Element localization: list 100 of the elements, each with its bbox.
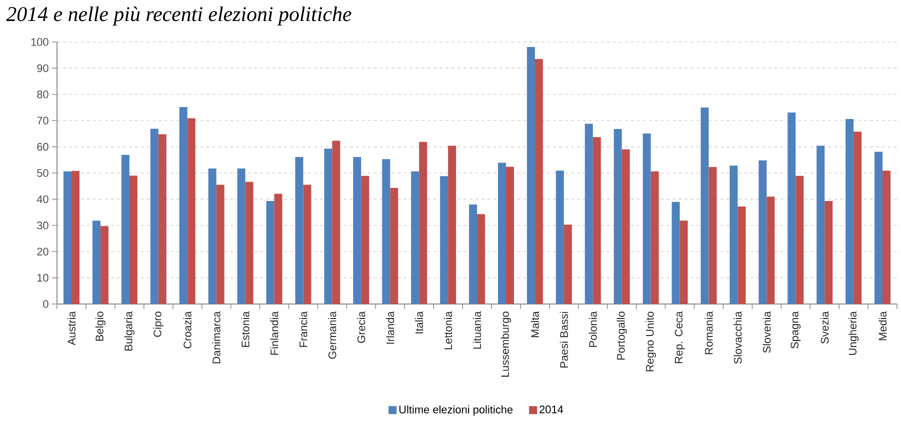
x-tick-label: Polonia bbox=[588, 311, 597, 347]
x-tick-label: Finlandia bbox=[270, 311, 278, 355]
x-tick-label: Portogallo bbox=[616, 312, 627, 360]
x-tick-label: Germania bbox=[328, 311, 336, 359]
bar bbox=[874, 152, 883, 304]
x-tick-label: Francia bbox=[299, 311, 308, 347]
bar bbox=[361, 176, 370, 304]
bar bbox=[708, 166, 717, 304]
bar bbox=[846, 119, 854, 304]
x-tick-label: Cipro bbox=[153, 312, 164, 337]
bar bbox=[584, 124, 593, 304]
bar bbox=[650, 171, 659, 304]
bar bbox=[700, 107, 709, 304]
x-tick-label: Estonia bbox=[241, 311, 250, 347]
bar bbox=[237, 168, 246, 304]
x-tick-label: Croazia bbox=[183, 311, 192, 348]
x-tick-label: Belgio bbox=[95, 312, 106, 341]
x-tick-label: Irlanda bbox=[386, 311, 394, 344]
bar bbox=[179, 106, 188, 304]
legend-label: Ultime elezioni politiche bbox=[399, 405, 513, 416]
x-tick-label: Spagna bbox=[790, 311, 801, 348]
bar bbox=[498, 162, 506, 304]
chart-title: 2014 e nelle più recenti elezioni politiche bbox=[6, 6, 352, 26]
bar bbox=[564, 224, 572, 304]
y-tick-label: 0 bbox=[43, 300, 48, 308]
bar bbox=[672, 202, 680, 304]
x-tick-label: Lituania bbox=[472, 311, 482, 349]
y-tick-label: 40 bbox=[36, 195, 48, 204]
x-tick-label: Regno Unito bbox=[646, 312, 656, 372]
bar bbox=[100, 226, 108, 304]
y-tick-label: 100 bbox=[31, 38, 48, 46]
y-tick-label: 70 bbox=[37, 116, 48, 124]
bar bbox=[592, 137, 601, 304]
bar bbox=[556, 170, 564, 304]
x-tick-label: Romania bbox=[704, 311, 713, 354]
bar bbox=[448, 146, 456, 304]
x-tick-label: Slovacchia bbox=[734, 311, 742, 364]
x-tick-label: Svezia bbox=[820, 311, 829, 344]
bar bbox=[469, 204, 478, 304]
bar bbox=[411, 171, 420, 304]
bar bbox=[158, 134, 166, 304]
bar bbox=[187, 118, 196, 304]
y-tick-label: 50 bbox=[37, 169, 48, 177]
bar bbox=[622, 149, 630, 304]
bar bbox=[63, 171, 72, 304]
bar bbox=[440, 176, 448, 304]
bar bbox=[477, 214, 486, 304]
bar bbox=[208, 168, 216, 304]
x-tick-label: Italia bbox=[415, 311, 424, 334]
x-tick-label: Slovenia bbox=[762, 311, 771, 353]
x-tick-label: Malta bbox=[530, 311, 539, 338]
bar bbox=[303, 184, 312, 304]
x-tick-label: Danimarca bbox=[212, 311, 220, 364]
bar bbox=[788, 112, 796, 304]
bar bbox=[824, 201, 833, 304]
bar bbox=[680, 220, 688, 304]
x-tick-label: Paesi Bassi bbox=[560, 312, 568, 368]
bar bbox=[419, 142, 428, 304]
legend-label: 2014 bbox=[540, 406, 564, 414]
x-tick-label: Lussemburgo bbox=[500, 312, 512, 377]
bar bbox=[353, 157, 362, 304]
bar bbox=[332, 140, 340, 304]
x-tick-label: Bulgaria bbox=[124, 311, 135, 350]
bar bbox=[92, 220, 100, 304]
bar bbox=[758, 160, 767, 304]
y-tick-label: 90 bbox=[37, 64, 48, 72]
y-tick-label: 60 bbox=[37, 142, 48, 151]
bar bbox=[738, 206, 746, 304]
bar bbox=[245, 182, 254, 304]
bar bbox=[295, 157, 304, 304]
bar bbox=[324, 148, 332, 304]
x-tick-label: Grecia bbox=[357, 311, 366, 343]
bar bbox=[274, 194, 282, 304]
y-tick-label: 20 bbox=[37, 248, 48, 256]
bar bbox=[506, 166, 514, 304]
x-tick-label: Media bbox=[878, 311, 887, 340]
y-tick-label: 30 bbox=[37, 222, 48, 230]
bar bbox=[121, 154, 130, 304]
bar bbox=[390, 188, 398, 304]
x-tick-label: Austria bbox=[67, 311, 76, 346]
bar bbox=[642, 133, 651, 304]
bar bbox=[71, 170, 80, 304]
bar bbox=[150, 128, 158, 304]
x-tick-label: Rep. Ceca bbox=[674, 311, 685, 364]
bar bbox=[882, 170, 891, 304]
bar bbox=[614, 128, 622, 304]
bar bbox=[816, 146, 825, 304]
bar bbox=[129, 176, 138, 304]
bar bbox=[382, 159, 390, 304]
bar bbox=[766, 196, 775, 304]
x-tick-label: Lettonia bbox=[444, 311, 452, 350]
y-tick-label: 10 bbox=[37, 274, 48, 282]
bar bbox=[854, 132, 862, 304]
x-tick-label: Ungheria bbox=[848, 311, 859, 355]
bar bbox=[796, 176, 804, 304]
bar bbox=[730, 166, 738, 304]
bar bbox=[216, 184, 224, 304]
bar bbox=[526, 46, 535, 304]
bar bbox=[534, 59, 543, 304]
y-tick-label: 80 bbox=[37, 90, 48, 98]
